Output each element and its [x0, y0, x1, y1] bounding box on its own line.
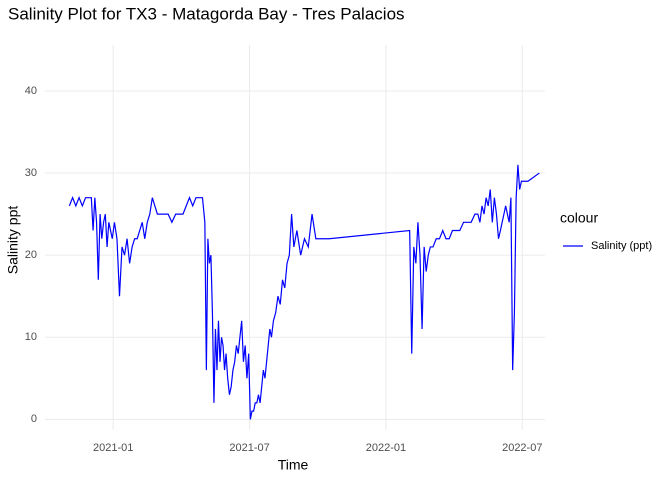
chart-title: Salinity Plot for TX3 - Matagorda Bay - … [8, 4, 405, 23]
x-tick-label: 2021-01 [93, 442, 133, 454]
y-tick-label: 40 [25, 85, 37, 97]
y-tick-label: 30 [25, 167, 37, 179]
x-tick-label: 2022-01 [366, 442, 406, 454]
y-tick-label: 20 [25, 249, 37, 261]
legend-label: Salinity (ppt) [591, 240, 652, 252]
x-tick-label: 2021-07 [229, 442, 269, 454]
y-tick-label: 10 [25, 331, 37, 343]
x-tick-label: 2022-07 [502, 442, 542, 454]
x-axis-label: Time [278, 457, 309, 473]
data-line [68, 164, 540, 420]
y-tick-label: 0 [31, 413, 37, 425]
y-axis-label: Salinity ppt [5, 206, 21, 275]
legend-title: colour [560, 210, 598, 226]
